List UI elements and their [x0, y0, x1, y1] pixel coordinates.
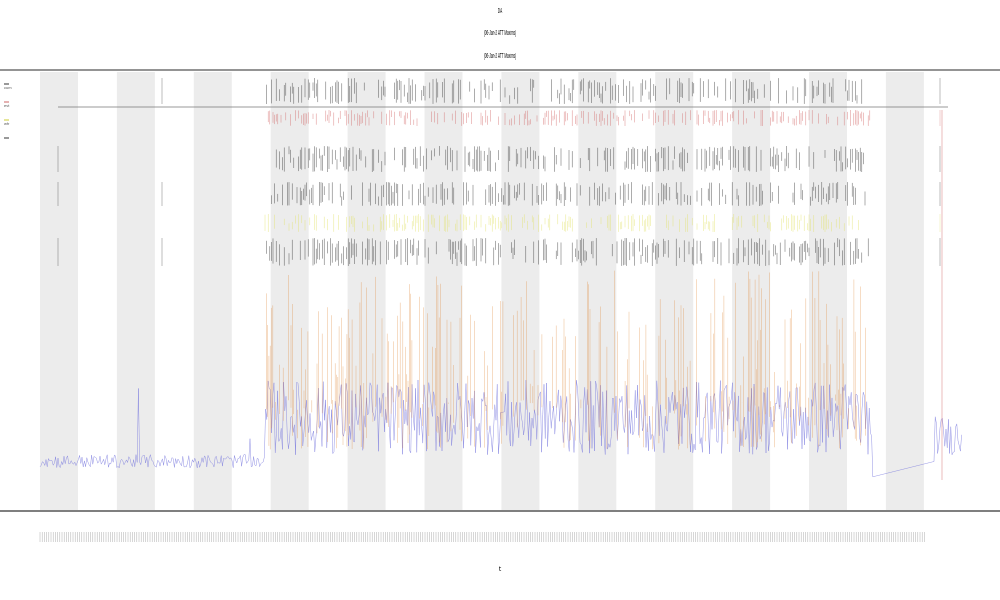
background-band: [501, 72, 540, 510]
background-band: [40, 72, 78, 510]
chart-subtitle: [06-Jan-2 ATT Maxims]: [483, 30, 517, 37]
x-tick-labels: [39, 532, 925, 542]
background-band: [116, 72, 155, 510]
legend: cum evt wfr: [4, 83, 12, 139]
legend-label: cum: [4, 85, 12, 90]
legend-label: evt: [4, 103, 10, 108]
x-axis-label: t: [498, 566, 502, 573]
primary-series-line: [39, 379, 962, 478]
background-band: [193, 72, 232, 510]
background-bands: [40, 72, 924, 510]
event-rows: [57, 78, 941, 266]
signal-series: [39, 110, 962, 480]
chart-title: DA: [497, 8, 503, 15]
axes: [0, 69, 1000, 512]
background-band: [655, 72, 694, 510]
background-band: [424, 72, 463, 510]
background-band: [809, 72, 847, 510]
background-band: [885, 72, 924, 510]
legend-label: wfr: [4, 121, 10, 126]
chart-subtitle-2: [06-Jan-2 ATT Maxims]: [483, 53, 517, 60]
background-band: [578, 72, 617, 510]
